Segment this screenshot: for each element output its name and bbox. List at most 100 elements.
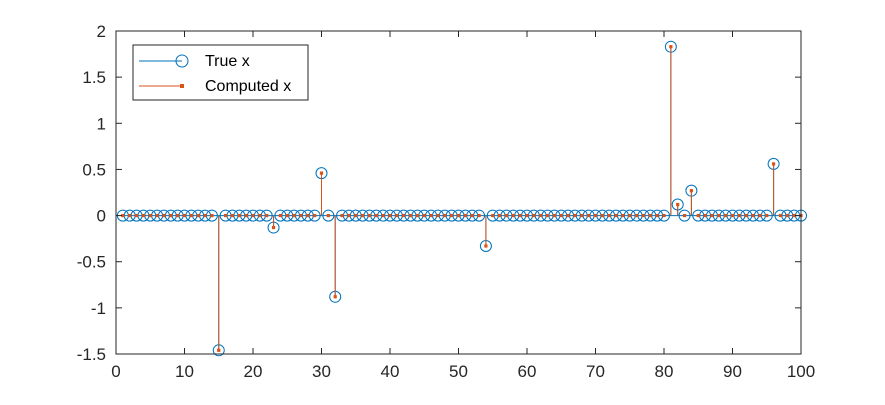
computed-x-marker — [313, 213, 317, 218]
computed-x-marker — [600, 213, 604, 218]
computed-x-marker — [593, 213, 598, 218]
computed-x-marker — [450, 213, 454, 218]
computed-x-marker — [587, 213, 591, 218]
computed-x-marker — [785, 213, 789, 218]
true-x-marker — [678, 209, 691, 222]
computed-x-marker — [306, 213, 310, 218]
x-tick-label: 100 — [787, 362, 815, 381]
computed-x-marker — [196, 213, 200, 218]
computed-x-marker — [648, 213, 652, 218]
computed-x-marker — [737, 213, 741, 218]
computed-x-marker — [285, 213, 289, 218]
computed-x-marker — [525, 213, 529, 218]
computed-x-marker — [210, 213, 214, 218]
computed-x-marker — [258, 213, 262, 218]
computed-x-marker — [621, 213, 625, 218]
computed-x-marker — [635, 213, 639, 218]
computed-x-marker — [641, 213, 646, 218]
computed-x-marker — [402, 213, 406, 218]
computed-x-marker — [292, 213, 296, 218]
computed-x-marker — [456, 213, 461, 218]
computed-x-marker — [182, 213, 187, 218]
legend[interactable]: True x Computed x — [132, 44, 309, 101]
computed-x-marker — [299, 213, 303, 218]
computed-x-marker — [381, 213, 385, 218]
computed-x-marker — [367, 213, 372, 218]
computed-x-marker — [340, 213, 344, 218]
computed-x-marker — [689, 189, 693, 193]
computed-x-marker — [347, 213, 351, 218]
computed-x-marker — [224, 213, 228, 218]
legend-computed-x-label: Computed x — [205, 78, 291, 95]
computed-x-marker — [552, 213, 556, 218]
computed-x-marker — [237, 213, 241, 218]
computed-x-marker — [614, 213, 618, 218]
x-tick-label: 40 — [381, 362, 400, 381]
computed-x-marker — [361, 213, 365, 218]
computed-x-marker — [628, 213, 632, 218]
computed-x-marker — [374, 213, 378, 218]
x-tick-label: 10 — [175, 362, 194, 381]
computed-x-marker — [217, 348, 221, 352]
computed-x-marker — [354, 213, 358, 218]
computed-x-marker — [470, 213, 474, 218]
computed-x-marker — [230, 213, 235, 218]
y-tick-label: -1.5 — [77, 345, 106, 364]
computed-x-marker — [265, 213, 269, 218]
computed-x-marker — [141, 213, 145, 218]
computed-x-marker — [758, 213, 762, 218]
axes: 0 10 20 30 40 50 60 70 80 90 100 -1.5 -1 -0.5 0 0.5 1 1.5… — [77, 22, 815, 381]
computed-x-marker — [545, 213, 550, 218]
computed-x-marker — [682, 213, 687, 218]
computed-x-marker — [532, 213, 536, 218]
computed-x-marker — [203, 213, 207, 218]
y-tick-label: 1 — [97, 114, 106, 133]
computed-x-marker — [744, 213, 748, 218]
computed-x-marker — [696, 213, 700, 218]
computed-x-marker — [676, 202, 680, 207]
computed-x-marker — [607, 213, 611, 218]
computed-x-marker — [162, 213, 166, 218]
computed-x-marker — [278, 213, 282, 218]
y-tick-label: 0 — [97, 207, 106, 226]
computed-x-marker — [169, 213, 173, 218]
computed-x-marker — [491, 213, 495, 218]
computed-x-marker — [422, 213, 426, 218]
computed-x-marker — [408, 213, 413, 218]
computed-x-marker — [566, 213, 570, 218]
computed-x-marker — [498, 213, 502, 218]
computed-x-marker — [429, 213, 433, 218]
computed-x-marker — [388, 213, 392, 218]
computed-x-marker — [772, 162, 776, 166]
computed-x-marker — [415, 213, 419, 218]
y-tick-label: -1 — [91, 299, 106, 318]
computed-x-marker — [539, 213, 543, 218]
legend-box — [132, 44, 309, 101]
plot-area — [116, 40, 807, 357]
computed-x-marker — [189, 213, 193, 218]
legend-computed-x-marker — [180, 84, 184, 88]
computed-x-marker — [580, 213, 584, 218]
computed-x-marker — [484, 244, 488, 248]
computed-x-marker — [436, 213, 440, 218]
x-tick-label: 20 — [244, 362, 263, 381]
computed-x-marker — [148, 213, 152, 218]
computed-x-marker — [504, 213, 509, 218]
computed-x-marker — [395, 213, 399, 218]
y-tick-label: -0.5 — [77, 253, 106, 272]
computed-x-marker — [655, 213, 659, 218]
computed-x-marker — [271, 225, 276, 230]
computed-x-marker — [443, 213, 447, 218]
computed-x-marker — [128, 213, 132, 218]
computed-x-marker — [251, 213, 255, 218]
x-tick-label: 70 — [586, 362, 605, 381]
computed-x-marker — [176, 213, 180, 218]
computed-x-marker — [134, 213, 139, 218]
computed-x-marker — [669, 45, 673, 49]
y-tick-label: 2 — [97, 22, 106, 41]
computed-x-marker — [792, 213, 796, 218]
computed-x-marker — [333, 295, 337, 299]
computed-x-marker — [244, 213, 248, 218]
